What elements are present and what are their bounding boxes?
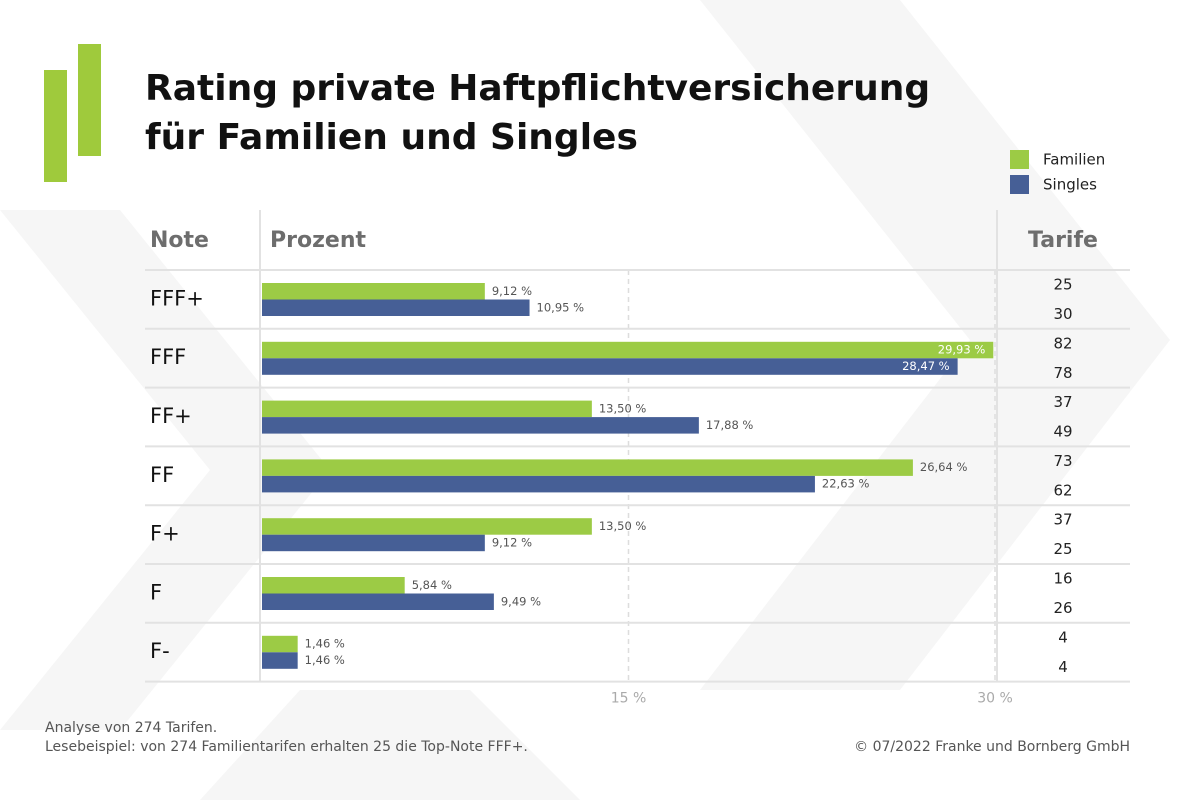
category-label: F- xyxy=(150,639,170,663)
legend-swatch xyxy=(1010,150,1029,169)
footnote: Analyse von 274 Tarifen. xyxy=(45,720,217,736)
column-header: Prozent xyxy=(270,228,366,253)
category-label: F+ xyxy=(150,522,180,546)
value-label: 9,12 % xyxy=(492,284,532,298)
category-label: F xyxy=(150,580,162,604)
value-label: 1,46 % xyxy=(305,653,345,667)
column-header: Tarife xyxy=(1028,228,1098,253)
value-label: 26,64 % xyxy=(920,460,968,474)
value-label: 28,47 % xyxy=(902,359,950,373)
tarife-count: 16 xyxy=(1053,570,1072,588)
column-header: Note xyxy=(150,228,209,253)
value-label: 29,93 % xyxy=(938,343,986,357)
logo-bar xyxy=(78,44,101,156)
tarife-count: 26 xyxy=(1053,599,1072,617)
value-label: 5,84 % xyxy=(412,578,452,592)
tarife-count: 37 xyxy=(1053,393,1072,411)
category-label: FF xyxy=(150,463,174,487)
tarife-count: 25 xyxy=(1053,540,1072,558)
legend-label: Familien xyxy=(1043,151,1105,169)
value-label: 10,95 % xyxy=(537,300,585,314)
x-tick-label: 15 % xyxy=(611,691,647,707)
tarife-count: 37 xyxy=(1053,511,1072,529)
bar xyxy=(262,534,485,552)
bar xyxy=(262,593,494,610)
tarife-count: 78 xyxy=(1053,364,1072,382)
value-label: 9,49 % xyxy=(501,594,541,608)
bar xyxy=(262,299,530,316)
source: © 07/2022 Franke und Bornberg GmbH xyxy=(854,739,1130,755)
chart-title: Rating private Haftpflichtversicherung xyxy=(145,68,930,109)
chart-title: für Familien und Singles xyxy=(145,117,638,158)
bar xyxy=(262,459,913,476)
footnote: Lesebeispiel: von 274 Familientarifen er… xyxy=(45,739,528,755)
tarife-count: 30 xyxy=(1053,305,1072,323)
bar xyxy=(262,518,592,535)
legend-label: Singles xyxy=(1043,176,1097,194)
category-label: FFF+ xyxy=(150,286,204,310)
tarife-count: 4 xyxy=(1058,658,1068,676)
bar xyxy=(262,400,592,418)
bar xyxy=(262,652,298,669)
bar xyxy=(262,417,699,434)
tarife-count: 73 xyxy=(1053,452,1072,470)
x-tick-label: 30 % xyxy=(977,691,1013,707)
bar xyxy=(262,283,485,300)
tarife-count: 62 xyxy=(1053,481,1072,499)
bar xyxy=(262,475,815,493)
legend-swatch xyxy=(1010,175,1029,194)
category-label: FFF xyxy=(150,345,186,369)
bar xyxy=(262,341,994,359)
bar xyxy=(262,358,958,375)
value-label: 9,12 % xyxy=(492,535,532,549)
bar xyxy=(262,577,405,594)
category-label: FF+ xyxy=(150,404,192,428)
tarife-count: 25 xyxy=(1053,276,1072,294)
value-label: 22,63 % xyxy=(822,477,870,491)
bar xyxy=(262,635,298,653)
tarife-count: 49 xyxy=(1053,423,1072,441)
logo-bar xyxy=(44,70,67,182)
tarife-count: 82 xyxy=(1053,334,1072,352)
value-label: 17,88 % xyxy=(706,418,754,432)
value-label: 13,50 % xyxy=(599,519,647,533)
value-label: 13,50 % xyxy=(599,401,647,415)
tarife-count: 4 xyxy=(1058,628,1068,646)
value-label: 1,46 % xyxy=(305,637,345,651)
